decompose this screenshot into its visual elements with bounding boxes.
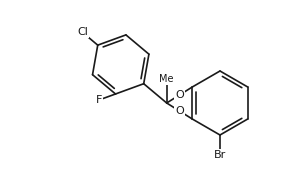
Text: F: F: [95, 95, 102, 105]
Text: Br: Br: [214, 150, 226, 160]
Text: Me: Me: [160, 74, 174, 84]
Text: Cl: Cl: [77, 27, 88, 37]
Text: O: O: [175, 90, 184, 100]
Text: O: O: [175, 106, 184, 116]
